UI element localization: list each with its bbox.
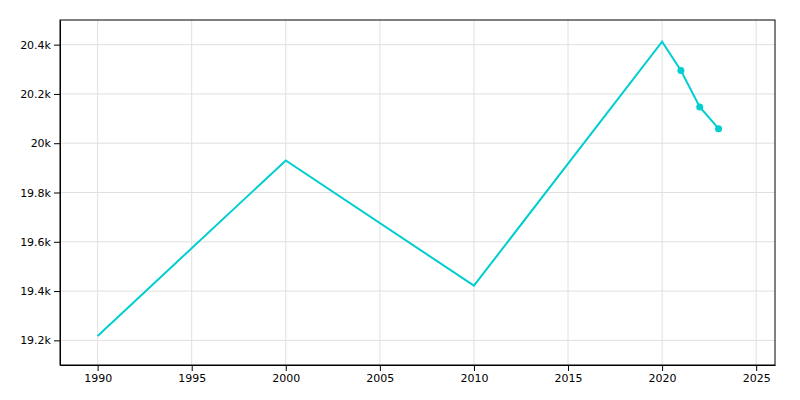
x-tick-mark: [380, 365, 381, 371]
x-tick-mark: [474, 365, 475, 371]
x-tick: 2010: [460, 365, 488, 385]
x-tick-mark: [192, 365, 193, 371]
grid: [60, 20, 775, 365]
x-tick: 2015: [555, 365, 583, 385]
x-tick-mark: [98, 365, 99, 371]
y-tick-label: 20.2k: [20, 88, 51, 101]
grid-line-y: [60, 143, 775, 144]
chart: 1990199520002005201020152020202519.2k19.…: [0, 0, 800, 400]
x-tick: 2005: [366, 365, 394, 385]
y-tick: 20.4k: [20, 39, 60, 52]
y-tick-label: 20.4k: [20, 39, 51, 52]
x-tick-label: 2015: [555, 372, 583, 385]
x-tick: 2000: [272, 365, 300, 385]
marker: [677, 67, 684, 74]
y-tick-mark: [54, 193, 60, 194]
y-axis: 19.2k 19.4k 19.6k 19.8k 20k 20.2k 20.4k: [20, 21, 60, 366]
y-tick: 19.8k: [20, 187, 60, 200]
line: [98, 42, 719, 336]
x-tick-mark: [756, 365, 757, 371]
x-tick-label: 2010: [460, 372, 488, 385]
y-tick-label: 19.6k: [20, 236, 51, 249]
axis-line: [61, 365, 776, 366]
x-tick-label: 2020: [649, 372, 677, 385]
x-tick-label: 1995: [178, 372, 206, 385]
grid-line-y: [60, 93, 775, 94]
grid-line-y: [60, 340, 775, 341]
y-tick-mark: [54, 94, 60, 95]
x-tick-label: 2025: [743, 372, 771, 385]
y-tick-mark: [54, 143, 60, 144]
y-tick: 20k: [31, 137, 60, 150]
axis-line: [60, 21, 61, 366]
plot-frame: [60, 20, 775, 365]
y-tick-mark: [54, 45, 60, 46]
y-tick-label: 19.2k: [20, 334, 51, 347]
y-tick: 20.2k: [20, 88, 60, 101]
y-tick-mark: [54, 242, 60, 243]
x-tick-label: 2005: [366, 372, 394, 385]
x-tick: 1990: [84, 365, 112, 385]
y-tick-mark: [54, 291, 60, 292]
x-tick-mark: [286, 365, 287, 371]
x-tick: 2020: [649, 365, 677, 385]
grid-line-y: [60, 44, 775, 45]
y-tick: 19.6k: [20, 236, 60, 249]
x-axis: 1990 1995 2000 2005 2010 2015 2020 2025: [61, 365, 776, 385]
x-tick: 2025: [743, 365, 771, 385]
y-tick-label: 19.8k: [20, 187, 51, 200]
y-tick: 19.4k: [20, 285, 60, 298]
x-tick-mark: [662, 365, 663, 371]
y-tick-mark: [54, 340, 60, 341]
marker: [715, 125, 722, 132]
y-tick-label: 19.4k: [20, 285, 51, 298]
plot: 1990199520002005201020152020202519.2k19.…: [20, 20, 775, 385]
y-tick-label: 20k: [31, 137, 52, 150]
x-tick: 1995: [178, 365, 206, 385]
marks: [98, 42, 722, 336]
x-tick-label: 1990: [84, 372, 112, 385]
grid-line-y: [60, 192, 775, 193]
grid-line-y: [60, 291, 775, 292]
x-tick-label: 2000: [272, 372, 300, 385]
x-tick-mark: [568, 365, 569, 371]
y-tick: 19.2k: [20, 334, 60, 347]
marker: [696, 103, 703, 110]
grid-line-y: [60, 241, 775, 242]
